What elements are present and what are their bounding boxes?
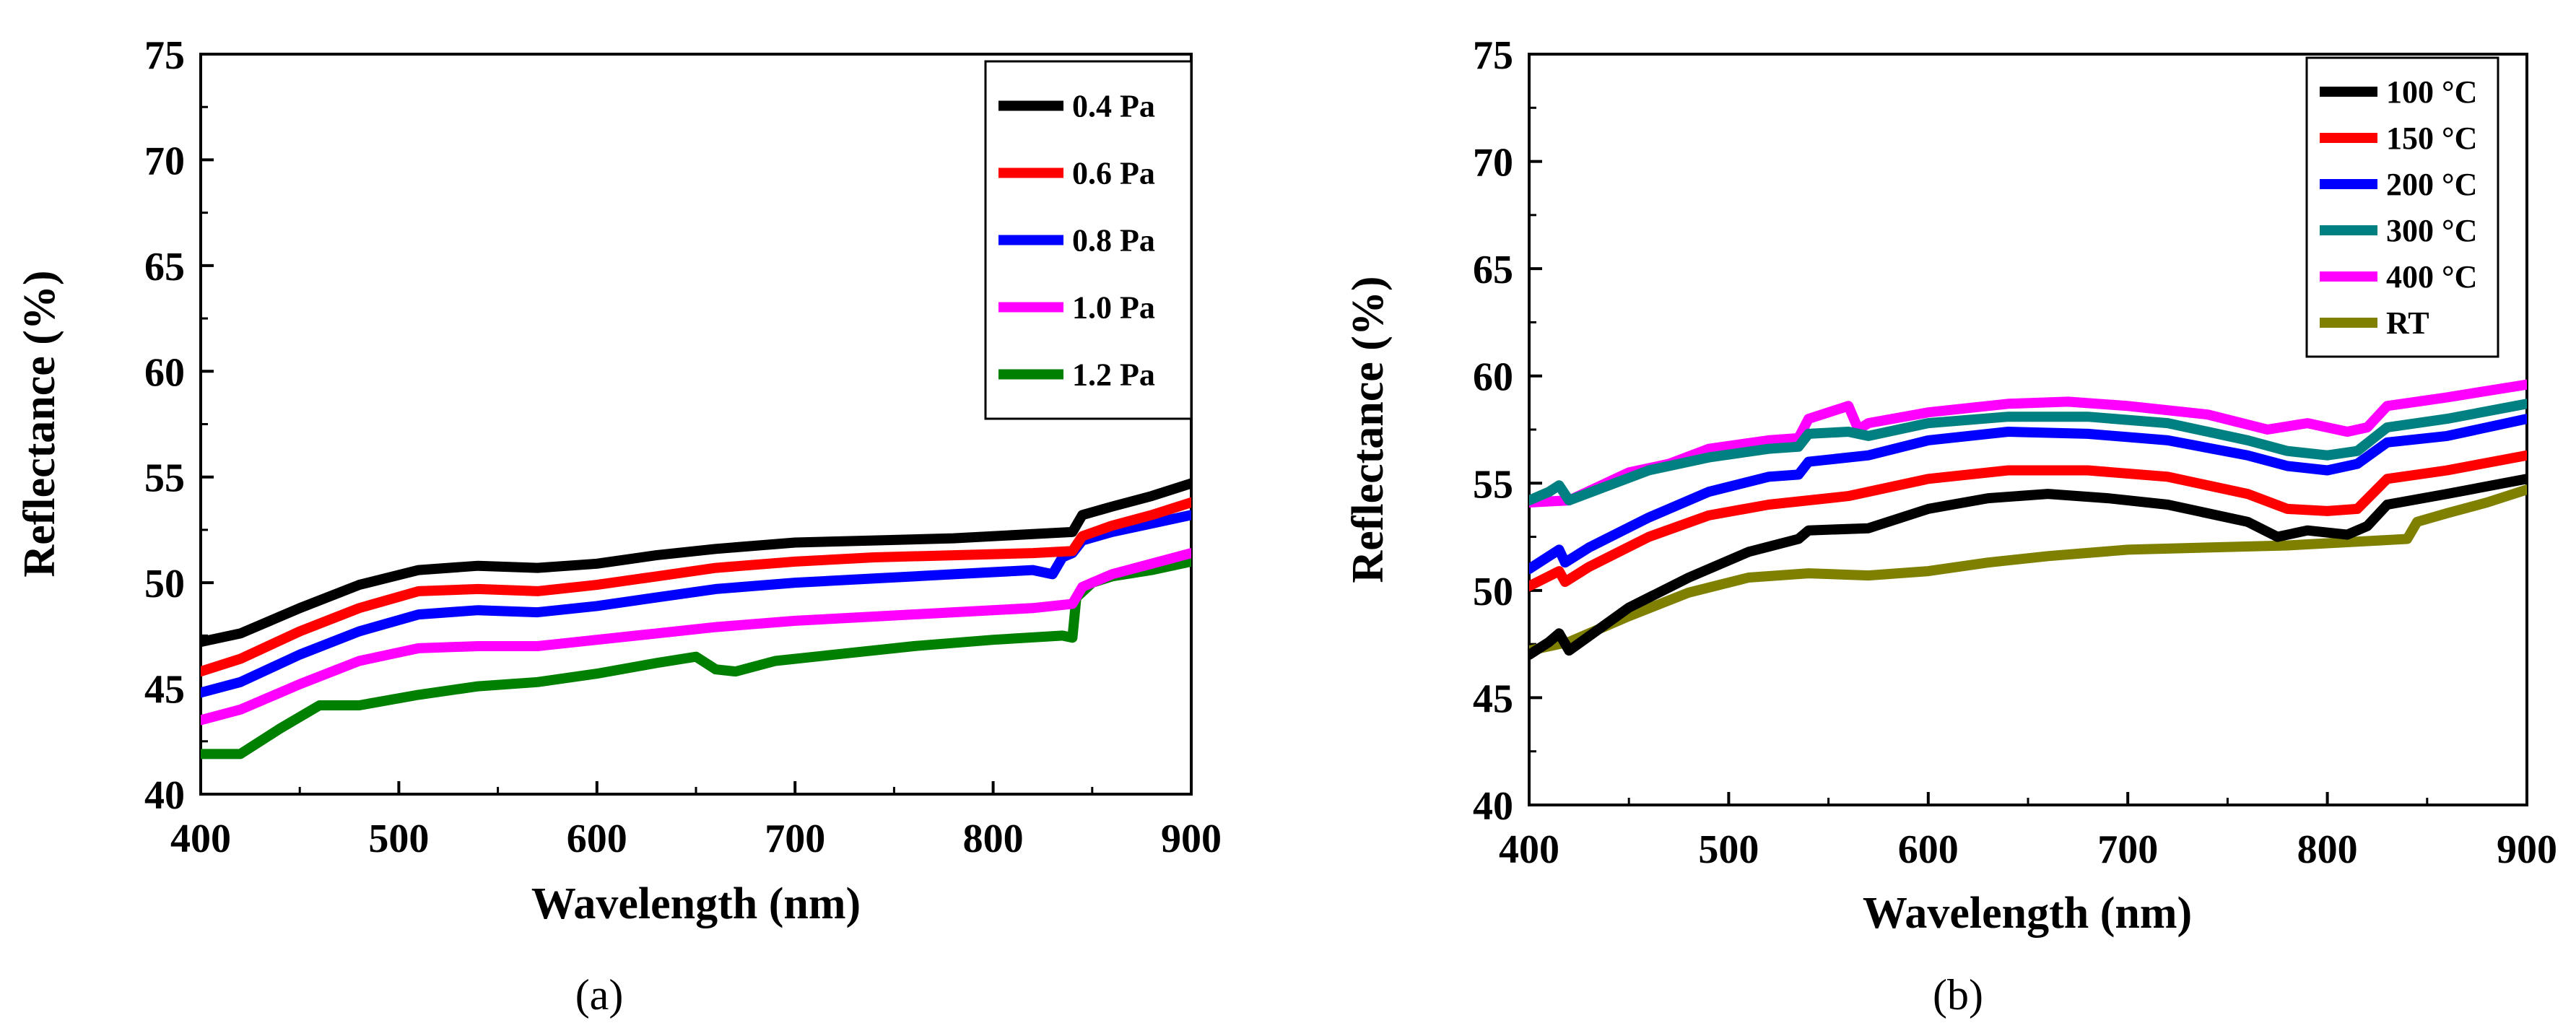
legend-label: 400 °C <box>2386 259 2477 295</box>
series-line-300-c <box>1529 399 2527 506</box>
panel-a-y-tick-label: 65 <box>144 245 185 290</box>
series-line-rt <box>1529 484 2527 656</box>
legend-label: 0.8 Pa <box>1072 223 1155 258</box>
panel-b-y-tick-label: 60 <box>1473 355 1513 400</box>
panel-b-x-tick-label: 500 <box>1698 827 1759 872</box>
panel-a-label: (a) <box>575 971 624 1019</box>
series-line-0-6-pa <box>201 497 1191 677</box>
panel-b-x-tick-label: 400 <box>1499 827 1559 872</box>
panel-a-y-tick-label: 60 <box>144 350 185 395</box>
panel-a-x-tick-label: 800 <box>963 817 1024 861</box>
panel-a-x-tick-label: 900 <box>1161 817 1222 861</box>
panel-a-y-tick-label: 70 <box>144 139 185 183</box>
panel-a-x-tick-label: 700 <box>765 817 825 861</box>
panel-b-y-tick-label: 65 <box>1473 248 1513 292</box>
panel-a-x-tick-label: 500 <box>368 817 429 861</box>
panel-b-y-tick-label: 75 <box>1473 33 1513 78</box>
series-line-400-c <box>1529 379 2527 508</box>
series-line-0-4-pa <box>201 478 1191 648</box>
panel-b-y-tick-label: 45 <box>1473 676 1513 721</box>
panel-a-y-axis-title: Reflectance (%) <box>15 270 64 577</box>
legend-label: 0.4 Pa <box>1072 89 1155 124</box>
series-line-200-c <box>1529 414 2527 575</box>
series-line-100-c <box>1529 474 2527 660</box>
panel-b-x-tick-label: 600 <box>1898 827 1959 872</box>
panel-b-x-axis-title: Wavelength (nm) <box>1863 889 2192 938</box>
panel-a-y-tick-label: 55 <box>144 456 185 501</box>
panel-b-legend-box <box>2305 56 2499 358</box>
series-line-1-0-pa <box>201 548 1191 726</box>
panel-b-x-tick-label: 700 <box>2097 827 2158 872</box>
legend-label: RT <box>2386 305 2429 341</box>
legend-label: 300 °C <box>2386 213 2477 248</box>
legend-label: 150 °C <box>2386 121 2477 156</box>
panel-a-y-tick-label: 45 <box>144 668 185 713</box>
legend-label: 100 °C <box>2386 74 2477 110</box>
panel-b-x-tick-label: 800 <box>2297 827 2358 872</box>
panel-b-y-tick-label: 70 <box>1473 141 1513 186</box>
panel-a-y-tick-label: 75 <box>144 33 185 78</box>
panel-b-y-tick-label: 40 <box>1473 784 1513 829</box>
legend-label: 0.6 Pa <box>1072 156 1155 191</box>
panel-a-x-axis-title: Wavelength (nm) <box>531 879 861 928</box>
panel-b-chart: 400 500 600 700 800 900 40 45 50 55 60 65 70 75 100 °C… <box>1344 33 2557 1019</box>
legend-label: 1.0 Pa <box>1072 290 1155 326</box>
legend-label: 200 °C <box>2386 167 2477 202</box>
series-line-150-c <box>1529 450 2527 591</box>
legend-label: 1.2 Pa <box>1072 357 1155 393</box>
panel-a-x-tick-label: 600 <box>567 817 627 861</box>
panel-b-x-tick-label: 900 <box>2497 827 2557 872</box>
panel-b-y-axis-title: Reflectance (%) <box>1344 276 1393 583</box>
panel-a-x-tick-label: 400 <box>170 817 231 861</box>
panel-b-y-tick-label: 50 <box>1473 570 1513 614</box>
panel-a-y-tick-label: 50 <box>144 562 185 606</box>
panel-a-y-tick-label: 40 <box>144 773 185 818</box>
panel-b-label: (b) <box>1933 971 1983 1019</box>
panel-a-chart: 400 500 600 700 800 900 40 45 50 55 60 65 70 75 0.4 Pa… <box>15 33 1222 1019</box>
panel-b-y-tick-label: 55 <box>1473 462 1513 507</box>
